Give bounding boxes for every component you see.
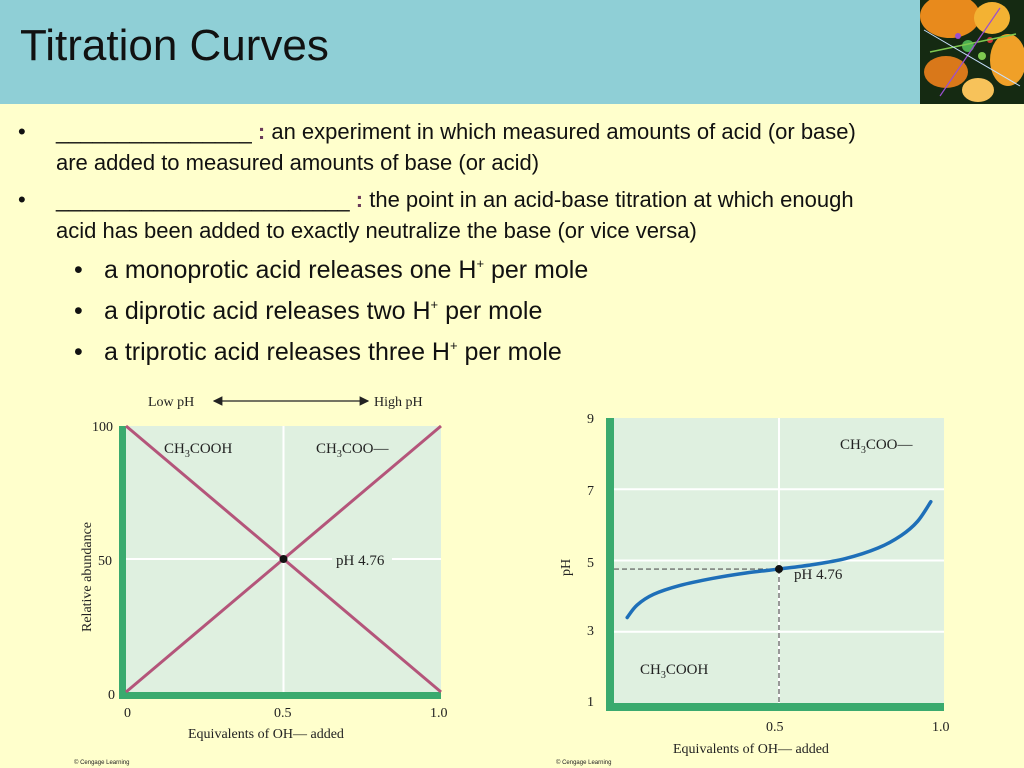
- y-tick-0: 0: [108, 688, 115, 703]
- copyright-credit: © Cengage Learning: [556, 759, 611, 766]
- bullet-dot: •: [18, 187, 26, 212]
- blank-line: ________________________: [56, 187, 350, 212]
- y-axis-label: Relative abundance: [80, 522, 95, 632]
- superscript-plus: +: [476, 256, 485, 271]
- acid-region-label: CH3COOH: [640, 662, 709, 681]
- sub-bullet-text: a triprotic acid releases three H+ per m…: [104, 337, 562, 367]
- x-axis-label: Equivalents of OH— added: [188, 727, 344, 742]
- abundance-chart: Low pH High pH pH 4.76 CH3COOH CH3COO— 1…: [74, 395, 448, 766]
- ph-annotation: pH 4.76: [336, 553, 385, 569]
- low-ph-label: Low pH: [148, 395, 194, 410]
- slide-title: Titration Curves: [20, 21, 329, 70]
- base-region-label: CH3COO—: [840, 437, 914, 456]
- half-equivalence-point: [775, 565, 783, 574]
- x-axis-label: Equivalents of OH— added: [673, 742, 829, 757]
- x-tick-1.0: 1.0: [932, 720, 950, 735]
- y-tick-100: 100: [92, 420, 113, 435]
- sub-bullet-main: a triprotic acid releases three H: [104, 338, 450, 366]
- sub-bullet-tail: per mole: [484, 256, 589, 284]
- bullet-colon: :: [355, 187, 364, 212]
- bullet-colon: :: [257, 119, 266, 144]
- ph-titration-chart: pH 4.76 CH3COO— CH3COOH 9 7 5 3 1 0.5 1.…: [556, 412, 950, 766]
- title-bar: Titration Curves: [0, 0, 1024, 104]
- x-axis-bar: [119, 692, 441, 699]
- blank-line: ________________: [56, 119, 252, 144]
- x-tick-0.5: 0.5: [274, 706, 292, 721]
- bullet-dot: •: [74, 256, 83, 284]
- y-tick-5: 5: [587, 556, 594, 571]
- definition-line-2: are added to measured amounts of base (o…: [56, 150, 540, 175]
- bullet-dot: •: [74, 338, 83, 366]
- x-tick-0.5: 0.5: [766, 720, 784, 735]
- definition-line-2: acid has been added to exactly neutraliz…: [56, 218, 697, 243]
- acid-region-label: CH3COOH: [164, 441, 233, 460]
- half-equivalence-point: [279, 555, 288, 563]
- superscript-plus: +: [449, 338, 458, 353]
- ph-annotation: pH 4.76: [794, 567, 843, 583]
- copyright-credit: © Cengage Learning: [74, 759, 129, 766]
- x-tick-0: 0: [124, 706, 131, 721]
- y-axis-bar: [119, 426, 126, 699]
- grid-lines: [614, 418, 944, 703]
- molecule-image: [920, 0, 1024, 104]
- definition-line-1: the point in an acid-base titration at w…: [369, 187, 854, 212]
- sub-bullet-text: a diprotic acid releases two H+ per mole: [104, 296, 542, 326]
- guide-lines: [614, 568, 780, 703]
- superscript-plus: +: [430, 297, 439, 312]
- sub-bullet-main: a diprotic acid releases two H: [104, 297, 431, 325]
- bullet-dot: •: [74, 297, 83, 325]
- sub-bullet-text: a monoprotic acid releases one H+ per mo…: [104, 255, 588, 285]
- bullet-text: ________________ : an experiment in whic…: [56, 116, 1006, 178]
- y-tick-9: 9: [587, 412, 594, 427]
- y-tick-50: 50: [98, 554, 112, 569]
- sub-bullet-tail: per mole: [457, 338, 562, 366]
- bullet-dot: •: [18, 119, 26, 144]
- sub-bullet-main: a monoprotic acid releases one H: [104, 256, 477, 284]
- bullet-text: ________________________ : the point in …: [56, 184, 1006, 246]
- annotation-backdrop: [332, 549, 392, 569]
- y-axis-bar: [606, 418, 614, 711]
- high-ph-label: High pH: [374, 395, 423, 410]
- x-tick-1.0: 1.0: [430, 706, 448, 721]
- sub-bullet-tail: per mole: [438, 297, 543, 325]
- x-axis-bar: [606, 703, 944, 711]
- y-axis-label: pH: [559, 559, 574, 576]
- y-tick-7: 7: [587, 484, 594, 499]
- definition-line-1: an experiment in which measured amounts …: [271, 119, 856, 144]
- base-region-label: CH3COO—: [316, 441, 390, 460]
- y-tick-1: 1: [587, 695, 594, 710]
- y-tick-3: 3: [587, 624, 594, 639]
